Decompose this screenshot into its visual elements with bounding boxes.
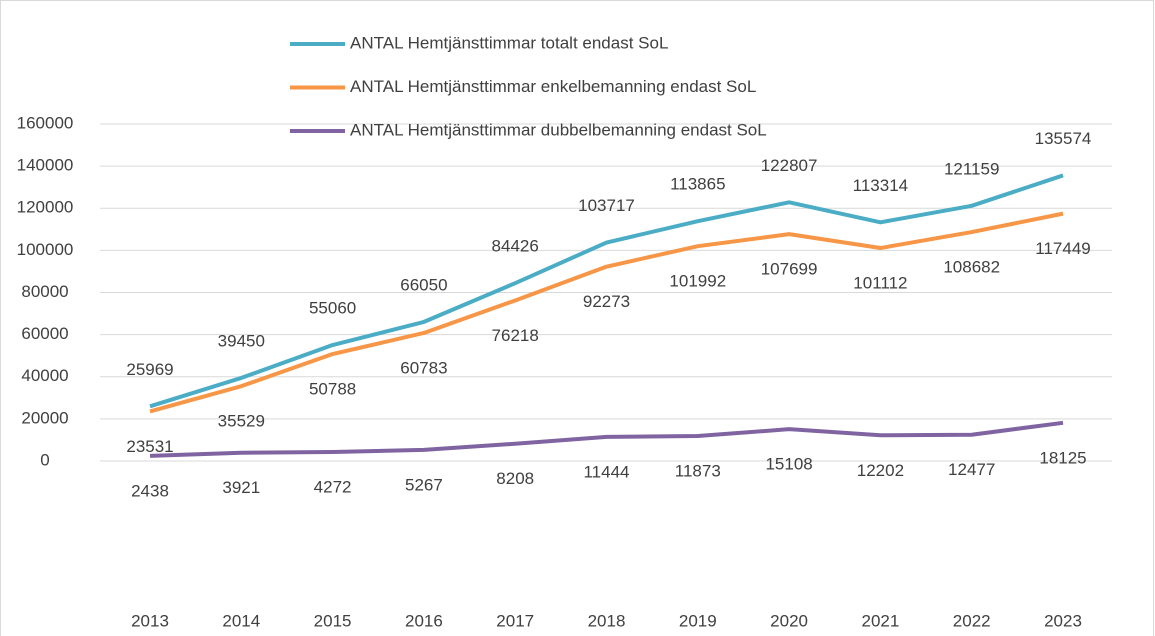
data-label: 107699 bbox=[761, 260, 818, 279]
series-line bbox=[149, 211, 1064, 414]
y-tick-label: 160000 bbox=[17, 113, 74, 132]
data-label: 18125 bbox=[1039, 448, 1086, 467]
x-tick-label: 2019 bbox=[679, 611, 717, 630]
data-label: 84426 bbox=[492, 237, 539, 256]
data-label: 113865 bbox=[670, 175, 725, 194]
data-label: 8208 bbox=[496, 469, 534, 488]
data-label: 113314 bbox=[853, 176, 908, 195]
data-label: 66050 bbox=[400, 275, 447, 294]
legend-label: ANTAL Hemtjänsttimmar enkelbemanning end… bbox=[350, 77, 756, 96]
x-tick-label: 2023 bbox=[1044, 611, 1082, 630]
x-tick-label: 2015 bbox=[314, 611, 352, 630]
y-tick-label: 20000 bbox=[21, 408, 68, 427]
data-label: 108682 bbox=[943, 258, 1000, 277]
data-label: 122807 bbox=[761, 156, 818, 175]
data-label: 76218 bbox=[492, 326, 539, 345]
data-label: 4272 bbox=[314, 477, 352, 496]
data-label: 101992 bbox=[669, 272, 726, 291]
data-label: 23531 bbox=[126, 437, 173, 456]
data-label: 121159 bbox=[944, 159, 999, 178]
x-tick-label: 2016 bbox=[405, 611, 443, 630]
series-line bbox=[149, 173, 1064, 409]
x-tick-label: 2021 bbox=[861, 611, 899, 630]
legend-label: ANTAL Hemtjänsttimmar dubbelbemanning en… bbox=[350, 120, 767, 139]
data-label: 2438 bbox=[131, 481, 169, 500]
data-label: 39450 bbox=[218, 331, 265, 350]
series-line bbox=[149, 420, 1064, 458]
data-label: 103717 bbox=[578, 196, 635, 215]
data-label: 15108 bbox=[765, 455, 812, 474]
data-label: 3921 bbox=[222, 478, 260, 497]
y-tick-label: 0 bbox=[40, 450, 49, 469]
x-tick-label: 2018 bbox=[588, 611, 626, 630]
data-label: 50788 bbox=[309, 380, 356, 399]
data-label: 12202 bbox=[857, 461, 904, 480]
data-label: 117449 bbox=[1035, 239, 1090, 258]
y-tick-label: 100000 bbox=[17, 240, 74, 259]
y-tick-label: 140000 bbox=[17, 156, 74, 175]
data-label: 60783 bbox=[400, 358, 447, 377]
y-tick-label: 60000 bbox=[21, 324, 68, 343]
y-tick-label: 120000 bbox=[17, 198, 74, 217]
data-label: 92273 bbox=[583, 292, 630, 311]
data-label: 25969 bbox=[126, 360, 173, 379]
x-tick-label: 2014 bbox=[222, 611, 260, 630]
data-label: 5267 bbox=[405, 475, 443, 494]
y-tick-label: 40000 bbox=[21, 366, 68, 385]
x-tick-label: 2020 bbox=[770, 611, 808, 630]
legend-label: ANTAL Hemtjänsttimmar totalt endast SoL bbox=[350, 33, 668, 52]
data-label: 35529 bbox=[218, 412, 265, 431]
y-tick-label: 80000 bbox=[21, 282, 68, 301]
x-tick-label: 2017 bbox=[496, 611, 534, 630]
data-label: 11873 bbox=[675, 461, 721, 480]
data-label: 135574 bbox=[1035, 129, 1092, 148]
x-tick-label: 2013 bbox=[131, 611, 169, 630]
data-label: 12477 bbox=[948, 460, 995, 479]
x-tick-label: 2022 bbox=[953, 611, 991, 630]
data-label: 11444 bbox=[583, 462, 629, 481]
data-label: 101112 bbox=[853, 274, 907, 293]
data-label: 55060 bbox=[309, 299, 356, 318]
